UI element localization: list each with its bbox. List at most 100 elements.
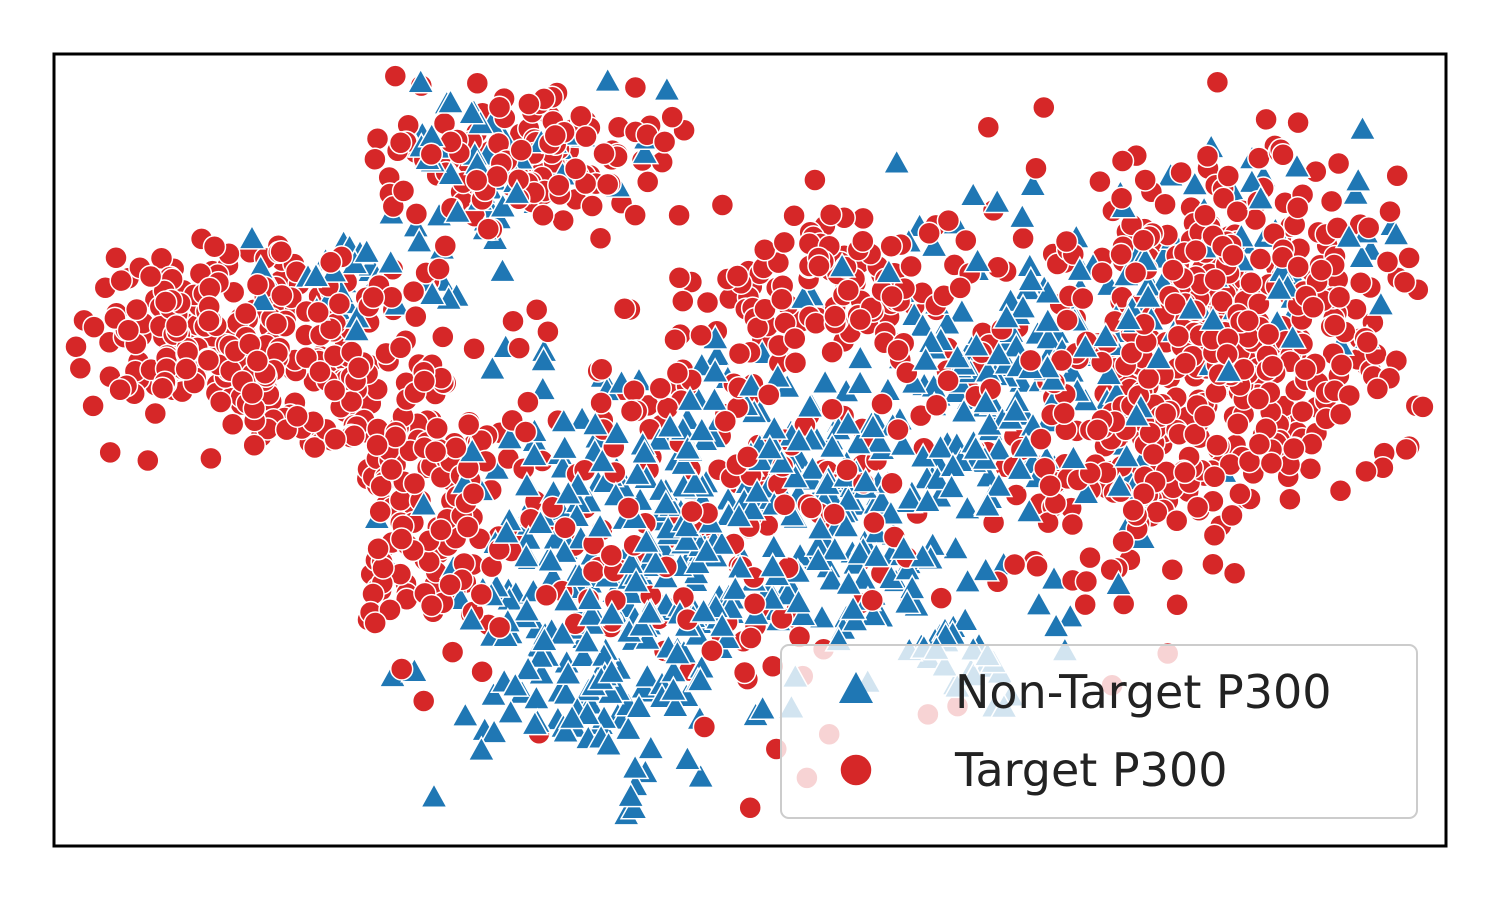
target-point [1085, 418, 1110, 442]
target-point [323, 427, 348, 452]
non-target-point [1347, 242, 1376, 269]
non-target-point [888, 430, 918, 457]
target-point [1259, 451, 1284, 476]
non-target-point [982, 187, 1012, 214]
non-target-point [700, 385, 729, 412]
target-point [1164, 508, 1189, 533]
target-point [1319, 189, 1344, 214]
target-point [68, 356, 93, 381]
target-point [1392, 270, 1417, 294]
target-point [109, 268, 133, 293]
target-point [1071, 286, 1095, 311]
target-point [619, 399, 644, 423]
target-point [108, 377, 132, 402]
non-target-point [522, 684, 551, 710]
target-point [623, 203, 647, 227]
non-target-point [834, 569, 863, 596]
target-point [574, 124, 598, 149]
target-point [516, 390, 540, 414]
target-point [411, 689, 436, 713]
target-point [427, 257, 451, 281]
non-target-point [569, 641, 598, 668]
target-point [1385, 163, 1409, 188]
non-target-point [1065, 255, 1095, 282]
target-point [439, 130, 463, 154]
non-target-point [478, 354, 507, 381]
target-point [860, 588, 885, 612]
target-point [1038, 474, 1062, 498]
target-point [164, 313, 189, 338]
target-point [880, 284, 904, 309]
target-point [879, 234, 903, 258]
target-point [306, 300, 330, 325]
target-point [389, 527, 414, 551]
non-target-point [1278, 323, 1307, 350]
target-point [851, 229, 875, 254]
target-point [1203, 267, 1227, 292]
legend-label-target: Target P300 [954, 743, 1227, 797]
target-point [1153, 401, 1178, 426]
target-point [1222, 561, 1247, 585]
non-target-point [237, 223, 267, 250]
target-point [153, 290, 178, 314]
target-point [1173, 351, 1198, 375]
target-point [270, 283, 294, 308]
non-target-point [614, 714, 643, 741]
non-target-point [593, 66, 622, 93]
non-target-point [652, 75, 682, 102]
target-point [954, 228, 978, 253]
target-point [104, 246, 128, 270]
target-point [622, 379, 646, 403]
target-point [464, 168, 489, 193]
non-target-point [663, 639, 692, 665]
non-target-point [594, 730, 623, 757]
non-target-point [602, 418, 632, 445]
non-target-point [1198, 305, 1228, 332]
target-point [1236, 309, 1261, 333]
target-point [444, 436, 468, 460]
non-target-point [404, 227, 434, 253]
non-target-point [1381, 220, 1411, 246]
non-target-point [301, 261, 331, 288]
target-point [369, 474, 393, 499]
non-target-point [973, 491, 1002, 518]
non-target-point [1144, 343, 1173, 370]
target-point [456, 413, 481, 437]
target-point [1304, 159, 1328, 184]
non-target-point [492, 518, 521, 544]
non-target-point [817, 432, 847, 459]
non-target-point [620, 753, 650, 780]
target-point [976, 115, 1001, 140]
target-point [899, 254, 923, 279]
target-point [635, 170, 660, 194]
target-point [1326, 151, 1351, 176]
non-target-point [635, 598, 664, 625]
target-point [770, 287, 794, 312]
target-point [438, 573, 462, 597]
non-target-point [623, 459, 652, 486]
non-target-point [636, 733, 666, 760]
non-target-point [805, 514, 835, 540]
non-target-point [529, 346, 558, 372]
target-point [425, 416, 449, 441]
non-target-point [621, 567, 651, 593]
target-point [346, 356, 371, 380]
target-point [371, 556, 395, 580]
target-point [1220, 503, 1244, 528]
non-target-point [795, 392, 825, 419]
non-target-point [1041, 611, 1071, 638]
non-target-point [820, 535, 850, 561]
target-point [623, 75, 648, 100]
non-target-point [849, 564, 878, 591]
target-point [536, 319, 560, 344]
target-point [363, 611, 387, 635]
non-target-point [1056, 602, 1085, 628]
non-target-point [651, 489, 681, 515]
legend-box [780, 644, 1418, 819]
target-point [1088, 169, 1112, 194]
non-target-point [1039, 564, 1069, 591]
target-point [1131, 228, 1156, 253]
target-point [1225, 199, 1250, 224]
non-target-point [659, 675, 688, 702]
